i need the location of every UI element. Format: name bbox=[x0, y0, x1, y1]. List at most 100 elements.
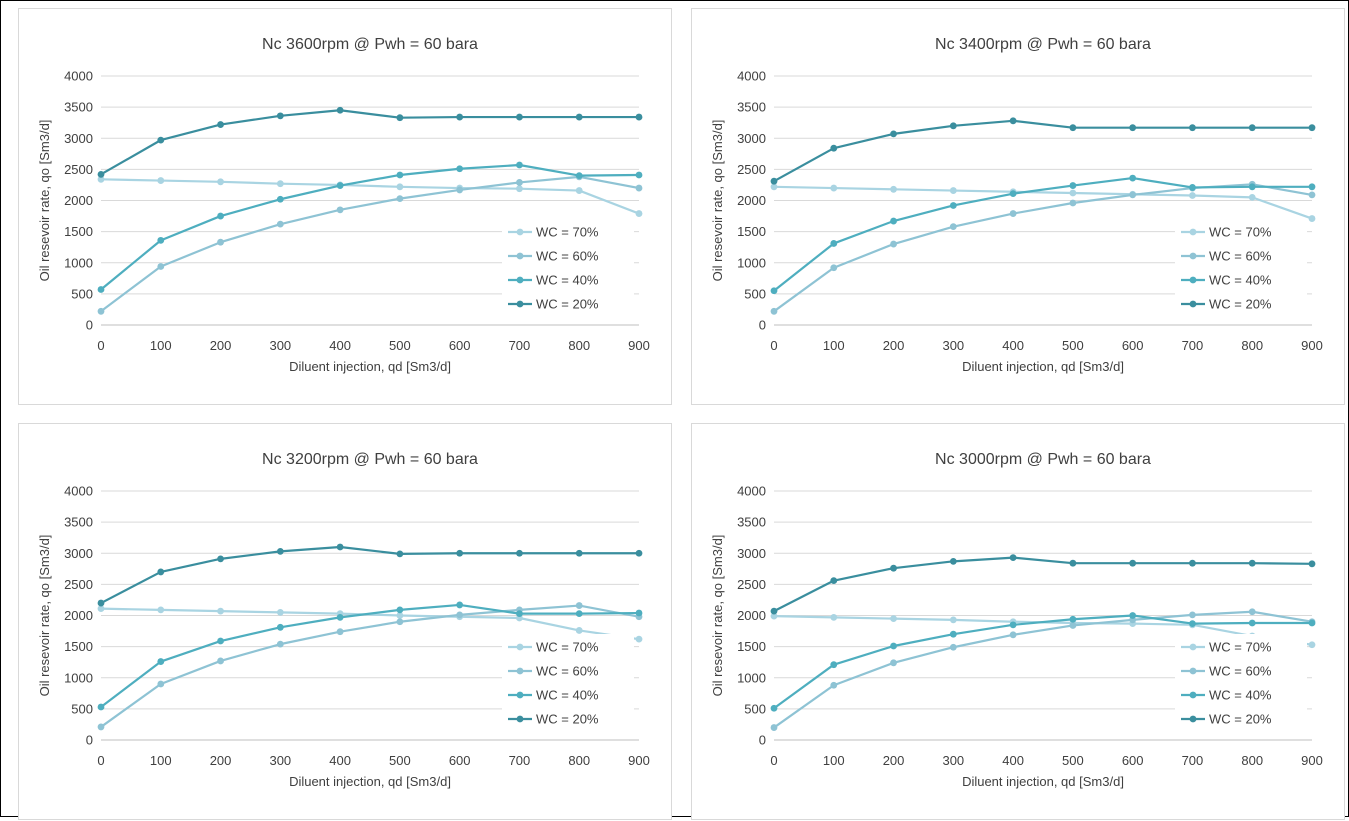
data-point bbox=[456, 549, 464, 557]
y-tick-label: 3000 bbox=[64, 546, 93, 561]
legend-label: WC = 40% bbox=[1209, 273, 1272, 288]
legend-label: WC = 20% bbox=[1209, 297, 1272, 312]
data-point bbox=[890, 130, 897, 138]
data-point bbox=[949, 557, 957, 565]
series-line bbox=[100, 175, 640, 313]
series-2 bbox=[97, 173, 643, 315]
x-tick-label: 600 bbox=[1122, 753, 1144, 768]
y-tick-label: 3500 bbox=[64, 515, 93, 530]
legend-marker bbox=[1189, 276, 1197, 284]
x-tick-label: 500 bbox=[389, 753, 411, 768]
data-point bbox=[396, 183, 404, 191]
chart-title: Nc 3600rpm @ Pwh = 60 bara bbox=[262, 36, 478, 53]
x-tick-label: 500 bbox=[1062, 338, 1084, 353]
data-point bbox=[635, 210, 643, 217]
legend-marker bbox=[516, 691, 524, 699]
x-tick-label: 300 bbox=[942, 753, 964, 768]
data-point bbox=[336, 106, 344, 114]
x-tick-label: 800 bbox=[1241, 753, 1263, 768]
data-point bbox=[1069, 622, 1077, 629]
data-point bbox=[890, 642, 897, 650]
legend-label: WC = 60% bbox=[1209, 249, 1272, 264]
y-tick-label: 1000 bbox=[737, 255, 766, 270]
y-axis-title: Oil resevoir rate, qo [Sm3/d] bbox=[710, 120, 725, 282]
data-point bbox=[336, 206, 344, 214]
data-point bbox=[830, 681, 838, 689]
data-point bbox=[830, 240, 838, 247]
legend-label: WC = 70% bbox=[536, 640, 599, 655]
y-axis-title: Oil resevoir rate, qo [Sm3/d] bbox=[37, 535, 52, 697]
chart-panel-3400rpm: Nc 3400rpm @ Pwh = 60 bara 0 500 1000 1500 20… bbox=[691, 8, 1345, 405]
legend-box bbox=[1175, 219, 1307, 319]
x-tick-label: 0 bbox=[770, 338, 777, 353]
y-tick-label: 500 bbox=[71, 701, 93, 716]
y-tick-label: 4000 bbox=[64, 484, 93, 499]
data-point bbox=[456, 601, 464, 609]
data-point bbox=[1129, 124, 1137, 132]
data-point bbox=[635, 171, 643, 179]
data-point bbox=[217, 607, 224, 615]
data-point bbox=[396, 618, 404, 626]
series-line bbox=[773, 610, 1313, 729]
data-point bbox=[157, 136, 165, 144]
x-tick-label: 100 bbox=[823, 753, 845, 768]
data-point bbox=[1009, 210, 1017, 217]
data-point bbox=[1248, 183, 1256, 191]
series-4 bbox=[97, 106, 643, 178]
data-point bbox=[890, 185, 897, 193]
data-point bbox=[1308, 183, 1316, 191]
series-line bbox=[100, 109, 639, 176]
y-tick-label: 1500 bbox=[737, 639, 766, 654]
x-axis-title: Diluent injection, qd [Sm3/d] bbox=[962, 774, 1124, 789]
legend-label: WC = 60% bbox=[536, 249, 599, 264]
x-tick-label: 700 bbox=[1182, 753, 1204, 768]
data-point bbox=[949, 643, 957, 651]
data-point bbox=[217, 178, 224, 186]
legend-label: WC = 20% bbox=[536, 712, 599, 727]
y-tick-label: 1000 bbox=[737, 670, 766, 685]
data-point bbox=[575, 610, 583, 618]
data-point bbox=[830, 184, 838, 192]
data-point bbox=[516, 185, 523, 193]
y-tick-label: 2500 bbox=[64, 162, 93, 177]
legend-label: WC = 60% bbox=[536, 664, 599, 679]
data-point bbox=[1069, 199, 1077, 207]
y-tick-label: 4000 bbox=[737, 69, 766, 84]
data-point bbox=[890, 659, 897, 667]
data-point bbox=[1069, 615, 1077, 623]
series-line bbox=[773, 556, 1313, 613]
x-tick-label: 100 bbox=[150, 338, 172, 353]
data-point bbox=[336, 543, 344, 551]
series-line bbox=[100, 604, 640, 728]
y-tick-label: 500 bbox=[744, 286, 766, 301]
chart-svg: Nc 3000rpm @ Pwh = 60 bara05001000150020… bbox=[710, 451, 1323, 789]
x-tick-label: 200 bbox=[883, 338, 905, 353]
data-point bbox=[456, 165, 464, 173]
legend-label: WC = 40% bbox=[536, 273, 599, 288]
data-point bbox=[276, 640, 284, 648]
legend-label: WC = 20% bbox=[536, 297, 599, 312]
legend-marker bbox=[1189, 252, 1197, 260]
x-tick-label: 700 bbox=[1182, 338, 1204, 353]
y-tick-label: 0 bbox=[86, 318, 93, 333]
data-point bbox=[97, 175, 105, 183]
legend-box bbox=[1175, 634, 1307, 734]
data-point bbox=[276, 608, 284, 616]
legend-marker bbox=[1189, 715, 1197, 723]
x-tick-label: 400 bbox=[1002, 338, 1024, 353]
data-point bbox=[516, 161, 523, 169]
data-point bbox=[217, 657, 224, 665]
x-tick-label: 700 bbox=[509, 338, 531, 353]
data-point bbox=[276, 180, 284, 188]
data-point bbox=[1248, 619, 1256, 627]
x-tick-label: 800 bbox=[568, 753, 590, 768]
data-point bbox=[1009, 621, 1017, 629]
data-point bbox=[97, 723, 105, 731]
data-point bbox=[276, 112, 284, 120]
y-tick-label: 500 bbox=[744, 701, 766, 716]
data-point bbox=[770, 724, 778, 731]
data-point bbox=[157, 680, 165, 688]
data-point bbox=[1248, 193, 1256, 201]
data-point bbox=[97, 599, 105, 607]
data-point bbox=[1009, 554, 1017, 562]
